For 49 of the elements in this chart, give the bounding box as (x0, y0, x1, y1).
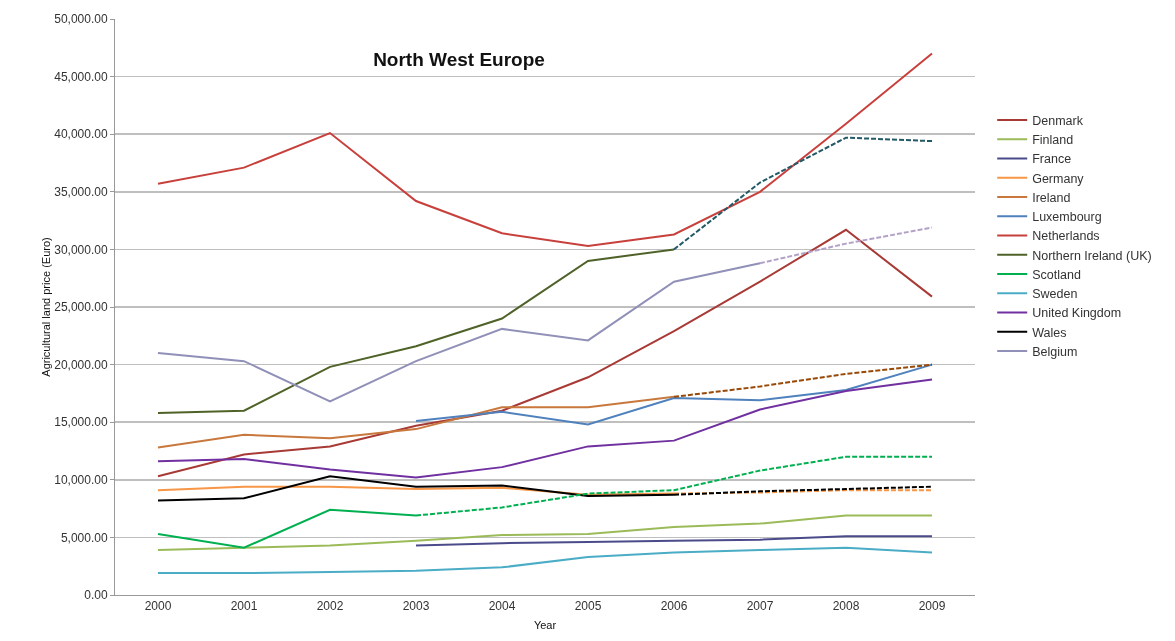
legend-label: Denmark (1032, 113, 1084, 128)
x-tick-label: 2001 (230, 599, 258, 614)
x-tick-label: 2005 (574, 599, 602, 614)
y-tick-label: 25,000.00 (54, 300, 108, 315)
x-tick-label: 2008 (832, 599, 860, 614)
legend-label: Luxembourg (1032, 210, 1102, 225)
legend-label: Scotland (1032, 267, 1081, 282)
legend-label: Northern Ireland (UK) (1032, 248, 1152, 263)
line-series (415, 363, 933, 426)
x-axis-title: Year (533, 618, 557, 631)
legend-label: Netherlands (1032, 229, 1100, 244)
y-tick-label: 35,000.00 (54, 185, 108, 199)
line-series (673, 136, 933, 251)
legend-label: Sweden (1032, 287, 1078, 302)
line-series (157, 228, 933, 478)
line-series (157, 52, 933, 247)
legend-label: Germany (1032, 171, 1085, 186)
legend-label: France (1032, 152, 1072, 167)
legend-label: United Kingdom (1032, 306, 1122, 321)
line-series (415, 535, 933, 547)
y-tick-label: 40,000.00 (54, 127, 108, 142)
y-tick-label: 5,000.00 (60, 530, 108, 545)
y-tick-label: 20,000.00 (54, 357, 108, 372)
x-tick-label: 2007 (746, 599, 774, 614)
line-series (157, 378, 933, 479)
line-series (157, 262, 761, 403)
line-series (157, 395, 675, 449)
y-tick-label: 30,000.00 (54, 242, 108, 257)
x-tick-label: 2009 (918, 599, 946, 614)
y-tick-label: 50,000.00 (54, 12, 108, 27)
legend-label: Ireland (1032, 190, 1071, 205)
line-series (157, 514, 933, 552)
y-axis-title: Agricultural land price (Euro) (40, 237, 53, 377)
legend-label: Finland (1032, 133, 1074, 148)
y-tick-label: 10,000.00 (54, 473, 108, 487)
legend-label: Wales (1032, 325, 1067, 340)
line-series (673, 363, 933, 398)
legend-label: Belgium (1032, 344, 1078, 359)
y-tick-label: 15,000.00 (54, 415, 108, 430)
x-tick-label: 2003 (402, 599, 430, 614)
text: North West Europe (373, 48, 545, 70)
y-tick-label: 0.00 (84, 588, 108, 603)
y-tick-label: 45,000.00 (54, 69, 108, 84)
x-tick-label: 2004 (488, 599, 516, 614)
line-series (157, 546, 933, 575)
x-tick-label: 2000 (144, 599, 172, 614)
line-series (157, 248, 675, 414)
x-tick-label: 2002 (316, 599, 344, 614)
x-tick-label: 2006 (660, 599, 688, 614)
